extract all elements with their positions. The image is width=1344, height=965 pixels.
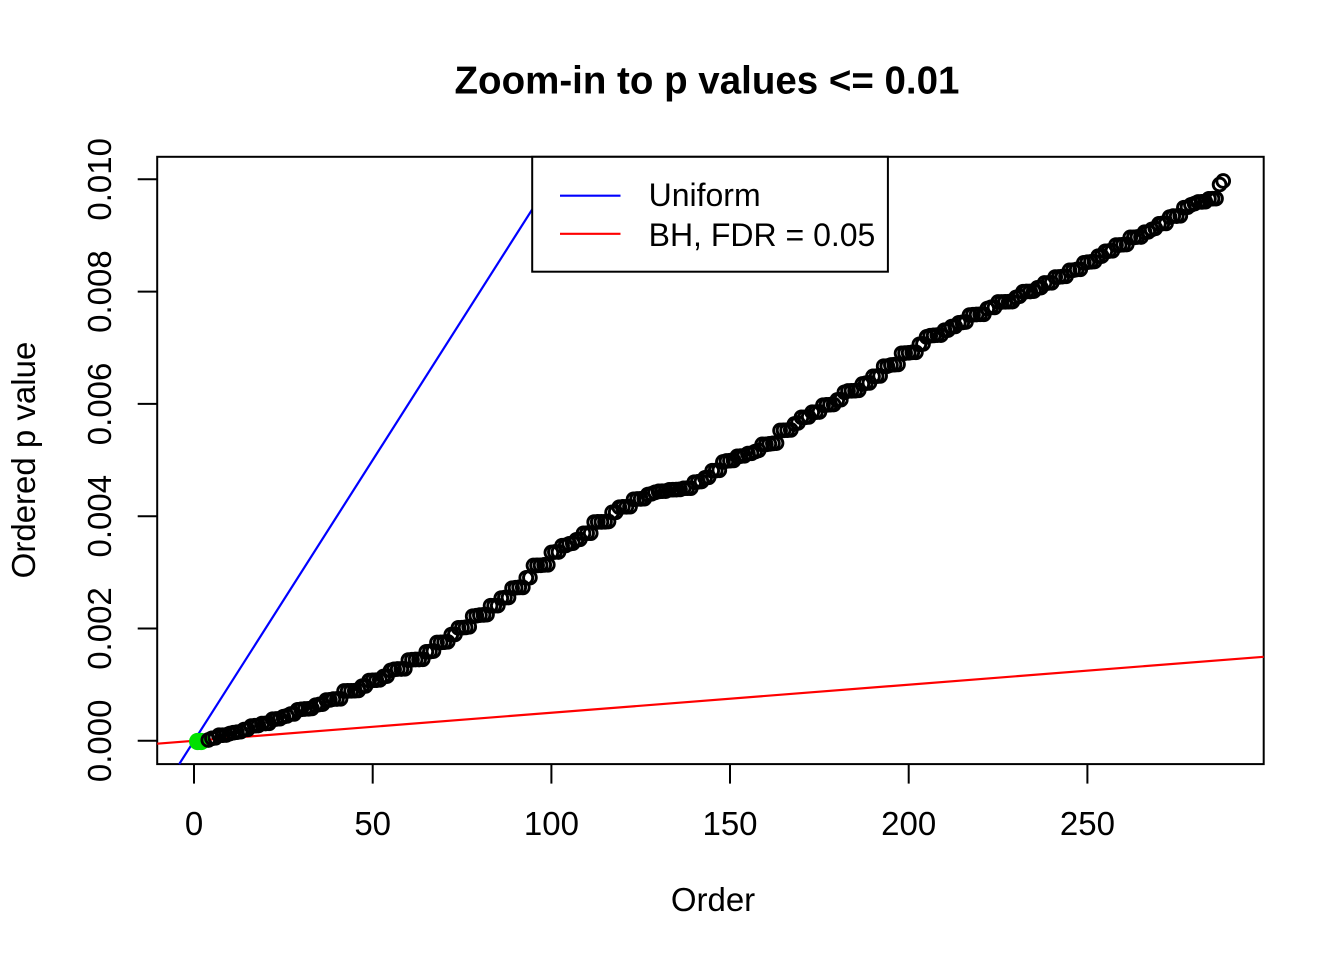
svg-text:200: 200 xyxy=(881,805,936,842)
svg-text:0.010: 0.010 xyxy=(81,138,118,221)
svg-text:0.000: 0.000 xyxy=(81,700,118,783)
svg-text:Uniform: Uniform xyxy=(649,177,761,213)
svg-text:250: 250 xyxy=(1060,805,1115,842)
svg-text:150: 150 xyxy=(702,805,757,842)
svg-text:Zoom-in to p values <= 0.01: Zoom-in to p values <= 0.01 xyxy=(455,60,960,103)
svg-text:0.006: 0.006 xyxy=(81,363,118,446)
svg-text:0.002: 0.002 xyxy=(81,587,118,670)
svg-text:0.008: 0.008 xyxy=(81,250,118,333)
svg-text:100: 100 xyxy=(524,805,579,842)
svg-text:Order: Order xyxy=(671,881,755,918)
svg-text:0.004: 0.004 xyxy=(81,475,118,558)
svg-text:50: 50 xyxy=(354,805,391,842)
svg-text:Ordered p value: Ordered p value xyxy=(5,342,42,579)
svg-text:0: 0 xyxy=(185,805,203,842)
svg-text:BH, FDR = 0.05: BH, FDR = 0.05 xyxy=(649,217,876,253)
